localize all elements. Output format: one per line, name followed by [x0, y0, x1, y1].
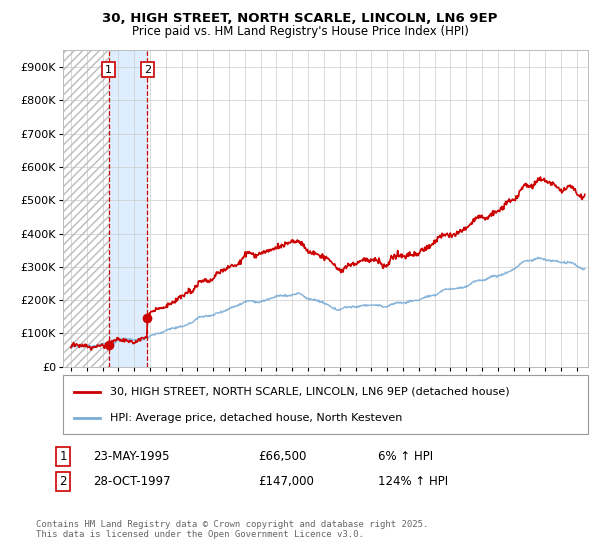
Bar: [63, 50, 109, 367]
Text: 1: 1: [59, 450, 67, 463]
Text: 1: 1: [105, 64, 112, 74]
Bar: [109, 50, 147, 367]
Text: 124% ↑ HPI: 124% ↑ HPI: [378, 475, 448, 488]
Bar: [63, 50, 109, 367]
Text: HPI: Average price, detached house, North Kesteven: HPI: Average price, detached house, Nort…: [110, 413, 403, 423]
Text: 23-MAY-1995: 23-MAY-1995: [93, 450, 170, 463]
Text: Price paid vs. HM Land Registry's House Price Index (HPI): Price paid vs. HM Land Registry's House …: [131, 25, 469, 38]
Text: 6% ↑ HPI: 6% ↑ HPI: [378, 450, 433, 463]
Text: 30, HIGH STREET, NORTH SCARLE, LINCOLN, LN6 9EP (detached house): 30, HIGH STREET, NORTH SCARLE, LINCOLN, …: [110, 386, 510, 396]
Text: 28-OCT-1997: 28-OCT-1997: [93, 475, 170, 488]
Text: 30, HIGH STREET, NORTH SCARLE, LINCOLN, LN6 9EP: 30, HIGH STREET, NORTH SCARLE, LINCOLN, …: [103, 12, 497, 25]
Text: £66,500: £66,500: [258, 450, 307, 463]
Text: 2: 2: [144, 64, 151, 74]
Text: 2: 2: [59, 475, 67, 488]
FancyBboxPatch shape: [63, 375, 588, 434]
Text: £147,000: £147,000: [258, 475, 314, 488]
Text: Contains HM Land Registry data © Crown copyright and database right 2025.
This d: Contains HM Land Registry data © Crown c…: [36, 520, 428, 539]
